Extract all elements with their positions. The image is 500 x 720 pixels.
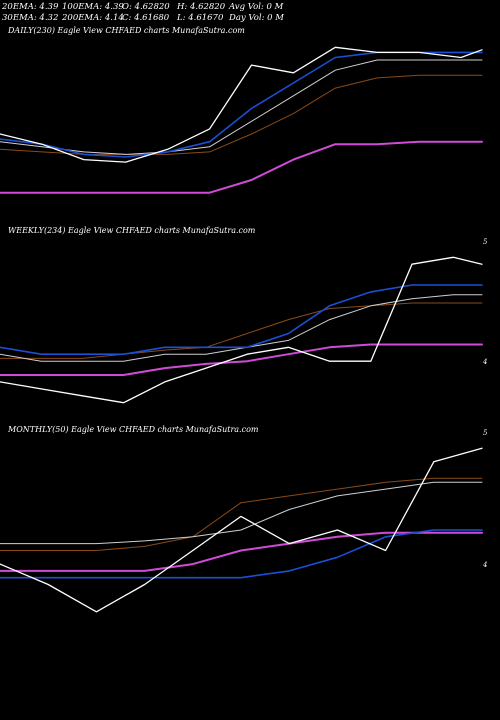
monthly-ema-orange-line — [0, 477, 483, 551]
daily-price-line — [0, 46, 483, 163]
daily-ema-gray-line — [0, 59, 483, 155]
weekly-price-line — [0, 256, 483, 404]
header-ema100: 100EMA: 4.39 — [62, 2, 124, 12]
monthly-ema-gray-line — [0, 481, 483, 545]
weekly-y-tick-lower: 4 — [482, 358, 487, 366]
monthly-ema-magenta-line — [0, 531, 483, 572]
monthly-y-tick-lower: 4 — [482, 561, 487, 569]
monthly-panel-title: MONTHLY(50) Eagle View CHFAED charts Mun… — [7, 425, 259, 434]
daily-panel — [0, 46, 483, 194]
monthly-ema-blue-line — [0, 529, 483, 579]
header-ema200: 200EMA: 4.14 — [61, 13, 124, 23]
header-open: O: 4.62820 — [122, 2, 170, 12]
header-ema20: 20EMA: 4.39 — [1, 2, 59, 12]
daily-panel-title: DAILY(230) Eagle View CHFAED charts Muna… — [7, 26, 245, 35]
monthly-price-line — [0, 447, 483, 613]
weekly-ema-magenta-line — [0, 343, 483, 376]
header-close: C: 4.61680 — [122, 13, 170, 23]
weekly-ema-orange-line — [0, 302, 483, 359]
weekly-y-tick-upper: 5 — [483, 238, 488, 246]
weekly-panel-title: WEEKLY(234) Eagle View CHFAED charts Mun… — [8, 226, 256, 235]
header-ema30: 30EMA: 4.32 — [2, 13, 58, 23]
monthly-y-tick-upper: 5 — [483, 429, 488, 437]
header-readout: 20EMA: 4.39 100EMA: 4.39 O: 4.62820 H: 4… — [1, 2, 284, 23]
weekly-ema-blue-line — [0, 284, 483, 356]
daily-ema-magenta-line — [0, 140, 483, 194]
weekly-panel — [0, 256, 483, 404]
header-high: H: 4.62820 — [176, 2, 226, 12]
header-avg-vol: Avg Vol: 0 M — [228, 2, 284, 12]
monthly-panel — [0, 447, 483, 613]
header-day-vol: Day Vol: 0 M — [228, 13, 284, 23]
header-low: L: 4.61670 — [176, 13, 224, 23]
